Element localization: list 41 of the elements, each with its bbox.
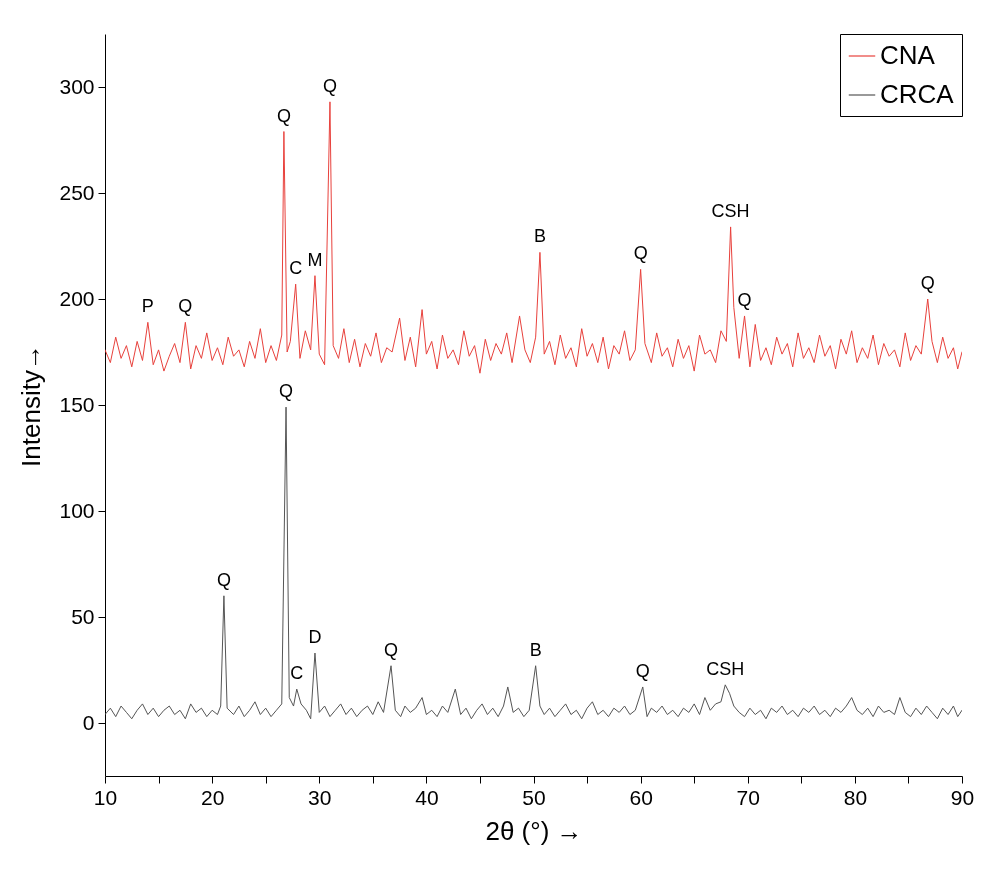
x-axis-title: 2θ (°) → — [485, 815, 583, 846]
x-tick-label: 40 — [415, 785, 439, 809]
y-tick-label: 150 — [59, 392, 95, 416]
annotation: M — [307, 249, 323, 270]
annotation: B — [533, 226, 546, 247]
line-series — [105, 406, 962, 720]
x-tick-label: 70 — [736, 785, 760, 809]
legend-label: CRCA — [880, 79, 955, 109]
annotation: Q — [322, 75, 337, 96]
x-tick-label: 30 — [308, 785, 332, 809]
annotation: C — [290, 663, 304, 684]
annotation: CSH — [711, 200, 750, 221]
y-tick-label: 300 — [59, 74, 95, 98]
line-series — [105, 101, 962, 374]
annotation: Q — [178, 296, 193, 317]
annotation: C — [289, 258, 303, 279]
legend-label: CNA — [880, 40, 936, 70]
annotation: Q — [737, 289, 752, 310]
annotation: Q — [384, 639, 399, 660]
x-tick-label: 90 — [950, 785, 975, 809]
annotation: Q — [635, 660, 650, 681]
annotation: D — [308, 627, 322, 648]
x-tick-label: 60 — [629, 785, 653, 809]
x-tick-label: 20 — [200, 785, 225, 809]
annotation: CSH — [706, 658, 745, 679]
y-tick-label: 50 — [71, 604, 95, 628]
y-tick-label: 200 — [59, 286, 95, 310]
y-tick-label: 100 — [59, 498, 95, 522]
x-tick-label: 10 — [93, 785, 118, 809]
annotation: Q — [216, 569, 231, 590]
y-axis-title: Intensity→ — [16, 344, 47, 467]
annotation: Q — [920, 273, 935, 293]
annotation: Q — [633, 243, 648, 264]
annotation: B — [529, 639, 542, 660]
y-tick-label: 250 — [59, 180, 95, 204]
x-tick-label: 80 — [843, 785, 868, 809]
annotation: Q — [276, 105, 291, 126]
x-tick-label: 50 — [522, 785, 546, 809]
annotation: P — [141, 296, 154, 317]
annotation: Q — [279, 381, 294, 402]
y-tick-label: 0 — [82, 710, 95, 734]
